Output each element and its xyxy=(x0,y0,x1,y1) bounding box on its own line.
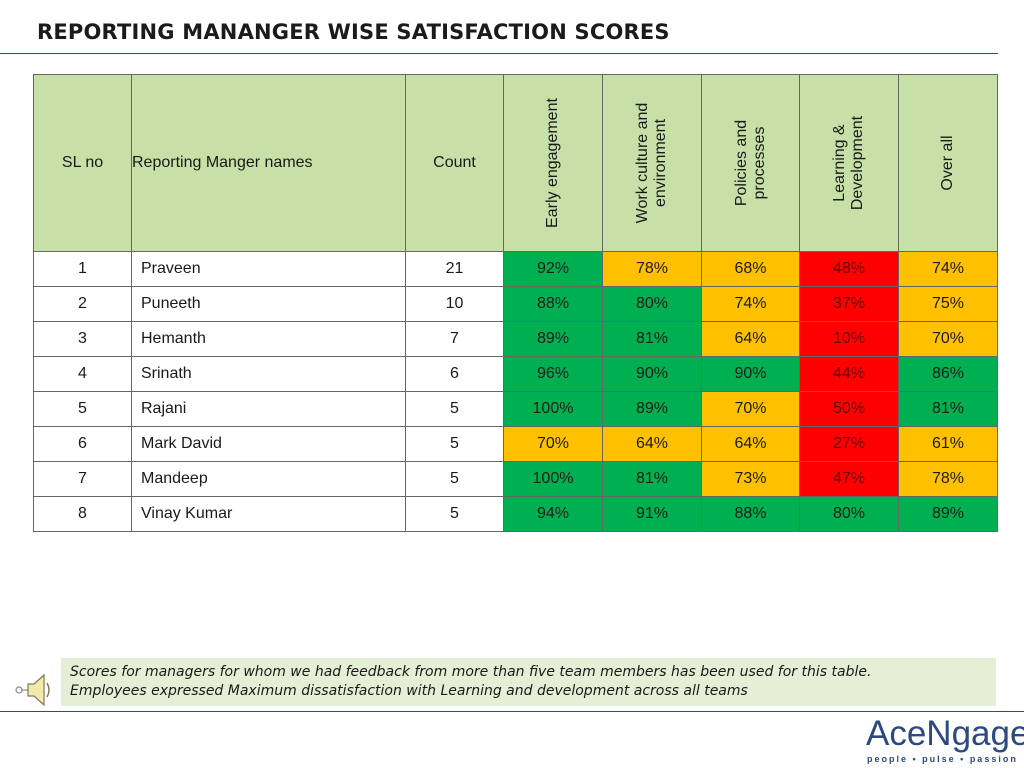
manager-name-cell: Vinay Kumar xyxy=(131,496,406,532)
count-cell: 10 xyxy=(405,286,504,322)
sl-no-cell: 5 xyxy=(33,391,132,427)
overall-cell: 89% xyxy=(898,496,998,532)
overall-cell: 75% xyxy=(898,286,998,322)
footnote-box: Scores for managers for whom we had feed… xyxy=(61,658,996,706)
logo-tagline: people • pulse • passion xyxy=(867,754,1018,764)
count-cell: 5 xyxy=(405,496,504,532)
early-engagement-cell: 92% xyxy=(503,251,603,287)
table-row: 1 Praveen 21 92% 78% 68% 48% 74% xyxy=(33,251,998,287)
early-engagement-cell: 100% xyxy=(503,391,603,427)
sl-no-cell: 2 xyxy=(33,286,132,322)
work-culture-cell: 89% xyxy=(602,391,702,427)
manager-name-cell: Mark David xyxy=(131,426,406,462)
work-culture-cell: 64% xyxy=(602,426,702,462)
early-engagement-cell: 94% xyxy=(503,496,603,532)
header-sl-no: SL no xyxy=(33,74,132,252)
acengage-logo: AceNgage people • pulse • passion xyxy=(862,712,1024,768)
table-header-row: SL no Reporting Manger names Count Early… xyxy=(33,74,998,252)
sl-no-cell: 7 xyxy=(33,461,132,497)
manager-name-cell: Srinath xyxy=(131,356,406,392)
table-row: 3 Hemanth 7 89% 81% 64% 10% 70% xyxy=(33,321,998,357)
header-learning: Learning & Development xyxy=(799,74,899,252)
table-row: 6 Mark David 5 70% 64% 64% 27% 61% xyxy=(33,426,998,462)
footnote-line-2: Employees expressed Maximum dissatisfact… xyxy=(70,683,748,699)
count-cell: 6 xyxy=(405,356,504,392)
early-engagement-cell: 89% xyxy=(503,321,603,357)
sl-no-cell: 1 xyxy=(33,251,132,287)
table-row: 7 Mandeep 5 100% 81% 73% 47% 78% xyxy=(33,461,998,497)
policies-cell: 73% xyxy=(701,461,800,497)
count-cell: 7 xyxy=(405,321,504,357)
early-engagement-cell: 100% xyxy=(503,461,603,497)
manager-name-cell: Hemanth xyxy=(131,321,406,357)
learning-cell: 48% xyxy=(799,251,899,287)
work-culture-cell: 91% xyxy=(602,496,702,532)
count-cell: 5 xyxy=(405,426,504,462)
header-count: Count xyxy=(405,74,504,252)
work-culture-cell: 90% xyxy=(602,356,702,392)
overall-cell: 74% xyxy=(898,251,998,287)
sl-no-cell: 3 xyxy=(33,321,132,357)
logo-wordmark: AceNgage xyxy=(866,714,1024,753)
learning-cell: 50% xyxy=(799,391,899,427)
table-row: 5 Rajani 5 100% 89% 70% 50% 81% xyxy=(33,391,998,427)
work-culture-cell: 80% xyxy=(602,286,702,322)
work-culture-cell: 81% xyxy=(602,461,702,497)
title-divider xyxy=(0,53,998,54)
footer-divider xyxy=(0,711,1024,712)
count-cell: 5 xyxy=(405,461,504,497)
header-policies: Policies and processes xyxy=(701,74,800,252)
early-engagement-cell: 96% xyxy=(503,356,603,392)
count-cell: 5 xyxy=(405,391,504,427)
sl-no-cell: 6 xyxy=(33,426,132,462)
learning-cell: 27% xyxy=(799,426,899,462)
manager-name-cell: Puneeth xyxy=(131,286,406,322)
overall-cell: 61% xyxy=(898,426,998,462)
table-row: 4 Srinath 6 96% 90% 90% 44% 86% xyxy=(33,356,998,392)
footnote-line-1: Scores for managers for whom we had feed… xyxy=(70,664,872,680)
learning-cell: 80% xyxy=(799,496,899,532)
table-row: 8 Vinay Kumar 5 94% 91% 88% 80% 89% xyxy=(33,496,998,532)
learning-cell: 10% xyxy=(799,321,899,357)
early-engagement-cell: 88% xyxy=(503,286,603,322)
satisfaction-scores-table: SL no Reporting Manger names Count Early… xyxy=(33,74,998,532)
learning-cell: 47% xyxy=(799,461,899,497)
header-manager-name: Reporting Manger names xyxy=(131,74,406,252)
speaker-icon xyxy=(15,673,50,707)
overall-cell: 70% xyxy=(898,321,998,357)
policies-cell: 64% xyxy=(701,426,800,462)
manager-name-cell: Rajani xyxy=(131,391,406,427)
policies-cell: 90% xyxy=(701,356,800,392)
policies-cell: 88% xyxy=(701,496,800,532)
header-early-engagement: Early engagement xyxy=(503,74,603,252)
policies-cell: 64% xyxy=(701,321,800,357)
early-engagement-cell: 70% xyxy=(503,426,603,462)
header-work-culture: Work culture and environment xyxy=(602,74,702,252)
policies-cell: 70% xyxy=(701,391,800,427)
sl-no-cell: 8 xyxy=(33,496,132,532)
manager-name-cell: Praveen xyxy=(131,251,406,287)
overall-cell: 81% xyxy=(898,391,998,427)
manager-name-cell: Mandeep xyxy=(131,461,406,497)
sl-no-cell: 4 xyxy=(33,356,132,392)
overall-cell: 78% xyxy=(898,461,998,497)
table-row: 2 Puneeth 10 88% 80% 74% 37% 75% xyxy=(33,286,998,322)
learning-cell: 37% xyxy=(799,286,899,322)
work-culture-cell: 78% xyxy=(602,251,702,287)
count-cell: 21 xyxy=(405,251,504,287)
policies-cell: 68% xyxy=(701,251,800,287)
work-culture-cell: 81% xyxy=(602,321,702,357)
policies-cell: 74% xyxy=(701,286,800,322)
overall-cell: 86% xyxy=(898,356,998,392)
page-title: REPORTING MANANGER WISE SATISFACTION SCO… xyxy=(37,20,670,44)
learning-cell: 44% xyxy=(799,356,899,392)
header-overall: Over all xyxy=(898,74,998,252)
